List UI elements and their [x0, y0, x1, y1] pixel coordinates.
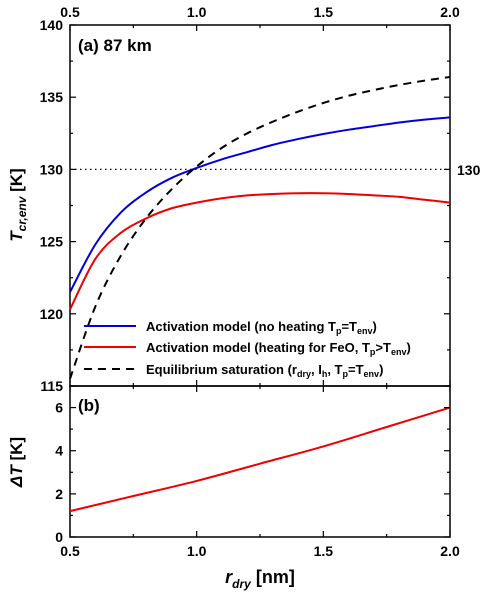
panel-b-series-group: [69, 406, 451, 513]
panel-b-title: (b): [78, 396, 100, 415]
x-tick-label: 1.0: [187, 543, 207, 559]
top-x-tick-label: 1.0: [187, 4, 207, 20]
legend-1-after: ): [373, 319, 377, 334]
y-tick-label-a: 115: [40, 378, 63, 394]
x-tick-label: 2.0: [440, 543, 460, 559]
top-x-tick-label: 2.0: [440, 4, 460, 20]
panel-a-ylabel: Tcr,env [K]: [7, 168, 29, 241]
legend-3-sub4: env: [364, 369, 380, 379]
legend-3-mid3: =T: [348, 362, 364, 377]
reference-line-label: 130: [457, 162, 481, 178]
tick-group: 0.5 1.0 1.5 2.0 0.5 1.0 1.5 2.0 115 120 125 130 135 1…: [40, 4, 460, 559]
legend-1-sub1: p: [336, 326, 342, 336]
x-axis-label: rdry [nm]: [225, 567, 295, 591]
y-tick-label-a: 120: [40, 306, 64, 322]
panel-b-ylabel: ΔT [K]: [7, 437, 26, 488]
panel-b-frame: [69, 385, 451, 538]
series-line-1: [69, 116, 451, 293]
legend-3-after: ): [379, 362, 383, 377]
legend-3-mid: , I: [311, 362, 322, 377]
panel-a-ylabel-sub: cr,env: [15, 195, 29, 231]
legend-3-sub3: p: [343, 369, 349, 379]
legend-2-sub2: env: [391, 347, 407, 357]
legend-2-mid: >T: [375, 340, 391, 355]
x-tick-label: 0.5: [60, 543, 80, 559]
legend-3-mid2: , T: [327, 362, 342, 377]
x-axis-label-main: r: [225, 567, 233, 587]
panel-b-ylabel-main: ΔT: [7, 464, 26, 488]
panel-a-series-group: [69, 75, 451, 380]
legend-1-sub2: env: [357, 326, 373, 336]
delta-t-line: [69, 406, 451, 513]
y-tick-label-b: 2: [55, 486, 63, 502]
legend-entry-3: Equilibrium saturation (rdry, Ih, Tp=Ten…: [146, 362, 383, 379]
y-tick-label-a: 135: [40, 89, 64, 105]
panel-b-ylabel-unit: [K]: [7, 437, 26, 465]
legend-3-text: Equilibrium saturation (r: [146, 362, 297, 377]
legend-3-sub2: h: [322, 369, 328, 379]
y-tick-label-b: 4: [55, 443, 63, 459]
x-tick-label: 1.5: [314, 543, 334, 559]
y-tick-label-a: 125: [40, 234, 64, 250]
legend-1-text: Activation model (no heating T: [146, 319, 336, 334]
panel-a-title: (a) 87 km: [78, 36, 152, 55]
legend-2-sub1: p: [370, 347, 376, 357]
top-x-tick-label: 0.5: [60, 4, 80, 20]
legend-entry-1: Activation model (no heating Tp=Tenv): [146, 319, 377, 336]
y-tick-label-b: 6: [55, 400, 63, 416]
legend-2-after: ): [406, 340, 410, 355]
legend: Activation model (no heating Tp=Tenv) Ac…: [84, 319, 411, 379]
legend-2-text: Activation model (heating for FeO, T: [146, 340, 370, 355]
legend-1-mid: =T: [341, 319, 357, 334]
x-axis-label-sub: dry: [232, 577, 252, 591]
series-line-2: [69, 192, 451, 310]
legend-3-sub1: dry: [297, 369, 311, 379]
legend-entry-2: Activation model (heating for FeO, Tp>Te…: [146, 340, 411, 357]
panel-a-ylabel-unit: [K]: [7, 168, 26, 196]
top-x-tick-label: 1.5: [314, 4, 334, 20]
y-tick-label-b: 0: [55, 529, 63, 545]
y-tick-label-a: 140: [40, 17, 64, 33]
series-line-3: [69, 75, 451, 380]
panel-a-ylabel-main: T: [7, 230, 26, 242]
y-tick-label-a: 130: [40, 161, 64, 177]
x-axis-label-unit: [nm]: [251, 567, 295, 587]
